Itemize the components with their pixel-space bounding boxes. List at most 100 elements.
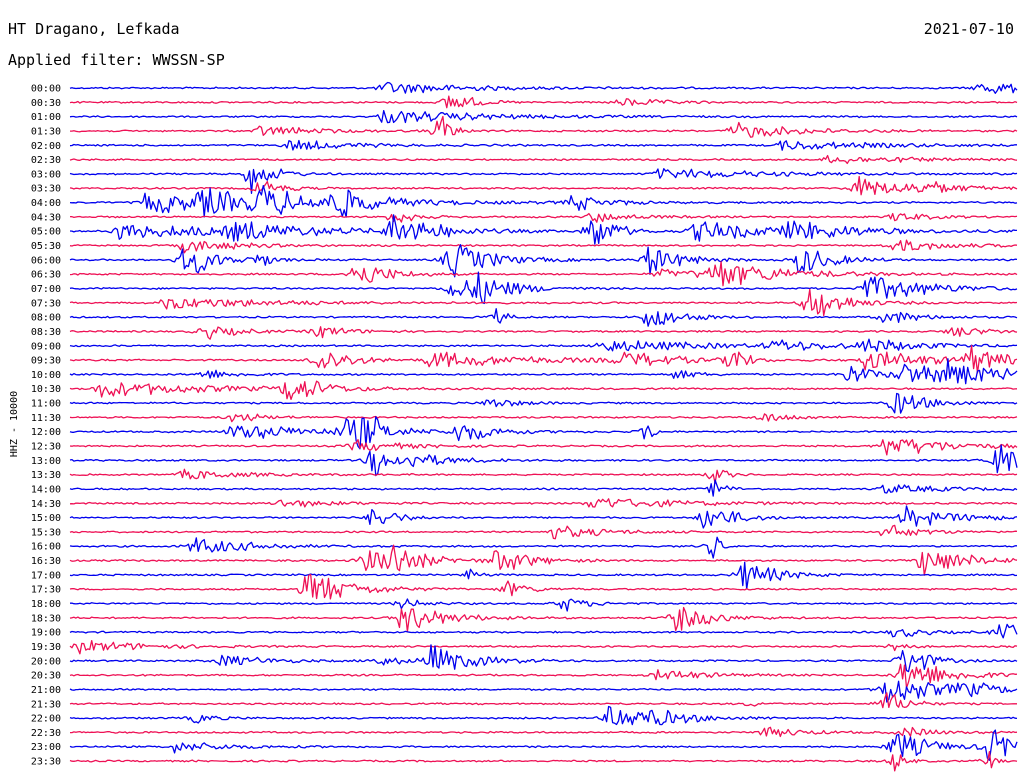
trace-0000	[69, 81, 1018, 94]
tick-label: 12:30	[31, 442, 61, 453]
y-axis-label: HHZ - 10000	[9, 391, 20, 457]
trace-0230	[69, 154, 1018, 165]
trace-1700	[69, 561, 1018, 590]
tick-label: 01:00	[31, 112, 61, 123]
tick-label: 23:00	[31, 742, 61, 753]
tick-label: 06:00	[31, 255, 61, 266]
trace-0130	[70, 115, 1018, 138]
trace-2000	[69, 644, 1018, 673]
tick-label: 05:00	[31, 227, 61, 238]
tick-label: 14:00	[31, 484, 61, 495]
tick-label: 21:00	[31, 685, 61, 696]
tick-label: 21:30	[31, 699, 61, 710]
trace-0800	[69, 308, 1018, 327]
filter-label: Applied filter: WWSSN-SP	[8, 51, 225, 69]
date-label: 2021-07-10	[923, 20, 1014, 38]
tick-label: 12:00	[31, 427, 61, 438]
trace-0500	[69, 214, 1018, 245]
trace-1730	[69, 573, 1018, 600]
trace-0300	[69, 168, 1018, 194]
station-title: HT Dragano, Lefkada	[8, 20, 180, 38]
tick-label: 20:30	[31, 671, 61, 682]
tick-label: 17:00	[31, 570, 61, 581]
trace-0630	[69, 261, 1018, 287]
trace-1400	[69, 479, 1018, 497]
trace-1230	[69, 439, 1018, 456]
trace-0400	[69, 184, 1018, 218]
tick-label: 13:30	[31, 470, 61, 481]
trace-2330	[69, 751, 1018, 772]
tick-label: 13:00	[31, 456, 61, 467]
trace-1100	[69, 392, 1018, 414]
tick-label: 22:00	[31, 714, 61, 725]
trace-2030	[69, 663, 1018, 689]
tick-label: 00:30	[31, 98, 61, 109]
trace-1330	[69, 468, 1018, 484]
trace-0930	[69, 344, 1018, 374]
trace-0900	[69, 338, 1018, 352]
tick-label: 15:30	[31, 527, 61, 538]
tick-labels: 00:00 00:30 01:00 01:30 02:00 02:30 03:00 03:30…	[31, 84, 61, 768]
trace-2100	[69, 680, 1018, 703]
trace-1800	[69, 598, 1018, 612]
tick-label: 18:30	[31, 613, 61, 624]
tick-label: 10:30	[31, 384, 61, 395]
tick-label: 03:30	[31, 184, 61, 195]
tick-label: 08:30	[31, 327, 61, 338]
tick-label: 16:30	[31, 556, 61, 567]
trace-1530	[69, 524, 1018, 540]
trace-2300	[69, 729, 1018, 761]
trace-0430	[69, 212, 1018, 223]
tick-label: 07:30	[31, 298, 61, 309]
tick-label: 01:30	[31, 126, 61, 137]
tick-label: 18:00	[31, 599, 61, 610]
trace-1600	[69, 536, 1017, 559]
traces	[69, 81, 1018, 772]
trace-1900	[69, 623, 1018, 639]
trace-2200	[69, 705, 1018, 726]
trace-0700	[69, 271, 1018, 305]
tick-label: 14:30	[31, 499, 61, 510]
trace-0200	[69, 139, 1017, 151]
tick-label: 17:30	[31, 585, 61, 596]
trace-0730	[69, 288, 1018, 317]
tick-label: 03:00	[31, 169, 61, 180]
tick-label: 04:30	[31, 212, 61, 223]
tick-label: 05:30	[31, 241, 61, 252]
tick-label: 00:00	[31, 84, 61, 95]
tick-label: 08:00	[31, 313, 61, 324]
tick-label: 15:00	[31, 513, 61, 524]
trace-2230	[70, 726, 1018, 738]
trace-1930	[69, 639, 1018, 655]
trace-1300	[69, 444, 1018, 477]
trace-1830	[69, 606, 1018, 633]
tick-label: 20:00	[31, 656, 61, 667]
tick-label: 11:30	[31, 413, 61, 424]
tick-label: 19:30	[31, 642, 61, 653]
trace-1630	[69, 544, 1018, 576]
trace-1430	[69, 498, 1018, 508]
trace-1130	[69, 413, 1018, 423]
trace-0030	[69, 95, 1018, 109]
tick-label: 23:30	[31, 757, 61, 768]
trace-0100	[69, 109, 1018, 124]
tick-label: 10:00	[31, 370, 61, 381]
tick-label: 11:00	[31, 399, 61, 410]
trace-0600	[69, 244, 1018, 278]
trace-1030	[69, 380, 1018, 401]
tick-label: 16:00	[31, 542, 61, 553]
tick-label: 04:00	[31, 198, 61, 209]
tick-label: 06:30	[31, 270, 61, 281]
trace-1000	[69, 358, 1018, 385]
trace-0830	[69, 326, 1018, 340]
trace-1500	[69, 505, 1018, 529]
tick-label: 09:00	[31, 341, 61, 352]
trace-0530	[69, 239, 1018, 254]
tick-label: 07:00	[31, 284, 61, 295]
trace-0330	[69, 175, 1018, 196]
trace-1200	[69, 416, 1018, 450]
tick-label: 19:00	[31, 628, 61, 639]
tick-label: 22:30	[31, 728, 61, 739]
tick-label: 02:00	[31, 141, 61, 152]
